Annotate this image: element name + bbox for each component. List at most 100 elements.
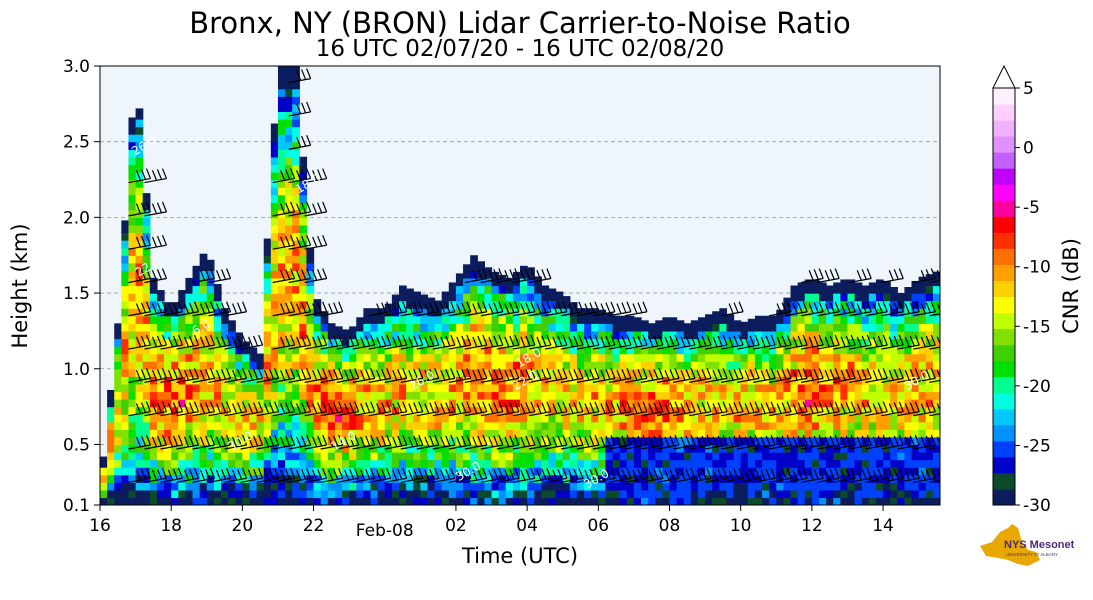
cnr-cell [491,414,500,423]
cnr-cell [598,315,607,324]
cnr-cell [534,315,542,324]
cnr-cell [904,414,913,423]
wind-barb [544,401,568,417]
cnr-cell [676,489,685,499]
cnr-cell [463,497,471,505]
cnr-cell [178,361,187,370]
cnr-cell [285,436,293,446]
cnr-cell [868,452,877,461]
cnr-cell [512,391,521,400]
cnr-cell [413,497,421,505]
cnr-cell [391,323,400,332]
cnr-cell [292,300,300,309]
cnr-cell [221,497,229,505]
wind-barb [737,434,760,450]
cnr-cell [598,309,607,317]
cnr-cell [249,414,258,423]
cnr-cell [491,271,500,279]
cnr-cell [285,103,293,113]
cnr-cell [861,399,870,408]
cnr-cell [833,459,841,468]
cnr-cell [149,497,158,505]
cnr-cell [285,315,293,324]
cnr-cell [100,456,108,461]
cnr-cell [811,459,820,468]
cnr-cell [840,279,849,287]
cnr-cell [662,317,671,324]
cnr-cell [121,383,130,393]
cnr-cell [548,474,557,483]
cnr-cell [605,376,614,385]
cnr-cell [228,383,236,393]
cnr-cell [164,436,172,446]
cnr-cell [221,353,229,362]
cnr-cell [726,467,735,476]
cnr-cell [270,194,279,203]
cnr-cell [356,489,364,499]
cnr-cell [477,261,486,264]
cnr-cell [320,467,329,476]
cnr-cell [420,323,429,332]
cnr-cell [911,315,920,324]
cnr-cell [883,346,891,355]
cnr-cell [213,293,222,302]
cnr-cell [270,293,279,302]
cnr-cell [612,338,621,347]
cnr-cell [840,482,849,491]
cnr-cell [306,255,315,264]
cnr-cell [206,285,215,294]
cnr-cell [292,361,300,370]
cnr-cell [911,429,920,438]
cnr-cell [363,414,372,423]
cnr-cell [818,421,827,430]
cnr-cell [826,346,834,355]
cnr-cell [740,376,749,385]
cnr-cell [562,361,571,370]
cnr-cell [434,436,443,446]
cnr-cell [776,368,784,377]
cnr-cell [598,482,607,491]
cnr-cell [626,421,635,430]
cnr-cell [285,459,293,468]
cnr-cell [833,376,841,385]
cnr-cell [911,323,920,332]
cnr-cell [327,429,336,438]
cnr-cell [555,482,564,491]
cnr-cell [626,323,635,332]
wind-barb [881,301,904,317]
cnr-cell [171,467,179,476]
cnr-cell [235,497,243,505]
wind-barb [448,468,472,483]
cnr-cell [733,391,742,400]
cnr-cell [527,293,535,302]
cnr-cell [811,308,820,317]
cnr-cell [484,399,493,408]
cnr-cell [776,330,784,340]
wind-barb [144,301,168,317]
cnr-cell [420,330,429,340]
cnr-cell [854,383,863,393]
cnr-cell [591,346,599,355]
cnr-cell [178,436,187,446]
cnr-cell [762,482,770,491]
cnr-cell [349,421,357,430]
cnr-cell [854,474,863,483]
cnr-cell [292,467,300,476]
cnr-cell [491,452,500,461]
cnr-cell [477,452,486,461]
cnr-cell [391,421,400,430]
cnr-cell [562,323,571,332]
cnr-cell [883,391,891,400]
cnr-cell [342,361,350,370]
cnr-cell [569,406,578,415]
wind-barb [560,368,584,383]
cnr-cell [683,353,692,362]
cnr-cell [527,497,535,505]
cnr-cell [918,276,927,279]
cnr-cell [171,361,179,370]
cnr-cell [840,323,849,332]
cnr-cell [491,482,500,491]
cnr-cell [356,467,364,476]
cnr-cell [277,338,286,347]
cnr-cell [270,141,279,150]
